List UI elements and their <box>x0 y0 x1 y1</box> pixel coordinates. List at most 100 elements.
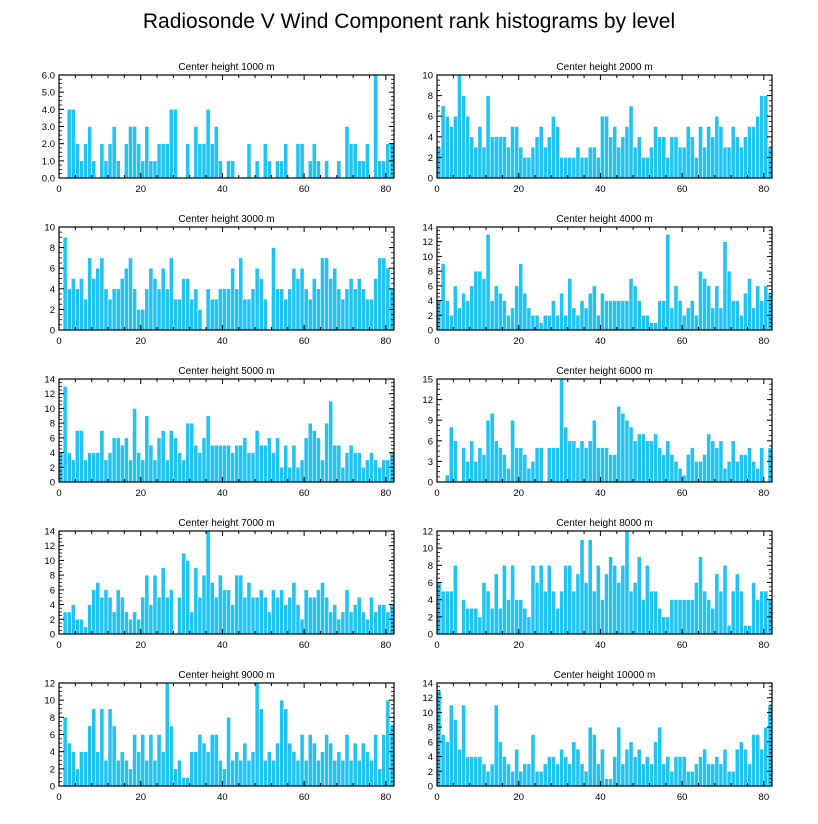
histogram-bar <box>461 704 466 787</box>
histogram-bar <box>706 285 711 331</box>
histogram-bar <box>620 763 626 787</box>
histogram-bar <box>498 608 503 635</box>
x-tick-label: 80 <box>381 640 392 651</box>
histogram-bar <box>230 452 235 483</box>
histogram-bar <box>111 437 117 483</box>
histogram-bar <box>156 596 162 635</box>
histogram-bar <box>312 143 317 179</box>
histogram-bar <box>140 160 146 179</box>
histogram-bar <box>95 582 101 635</box>
histogram-bar <box>477 270 483 331</box>
x-tick-label: 40 <box>595 488 606 499</box>
histogram-bar <box>453 440 458 483</box>
y-tick-label: 2 <box>428 612 433 623</box>
histogram-bar <box>250 288 256 331</box>
histogram-bar <box>616 582 622 635</box>
histogram-bar <box>547 565 552 635</box>
histogram-bar <box>177 596 182 635</box>
histogram-bar <box>596 447 601 483</box>
histogram-bar <box>669 307 675 331</box>
histogram-bar <box>75 619 80 635</box>
histogram-bar <box>287 467 293 483</box>
histogram-bar <box>600 447 605 483</box>
histogram-bar <box>307 160 313 179</box>
histogram-bar <box>361 742 366 787</box>
histogram-bar <box>377 160 382 179</box>
histogram-bar <box>698 461 703 483</box>
panel-8: Center height 8000 m 0 20 40 60 80 0 2 4 6 8 10 12 <box>422 518 773 651</box>
histogram-bar <box>156 734 162 787</box>
histogram-bar <box>144 415 150 483</box>
histogram-bar <box>312 742 317 787</box>
histogram-bar <box>377 768 382 787</box>
histogram-bar <box>538 447 544 483</box>
histogram-bar <box>677 599 683 635</box>
histogram-bar <box>356 760 362 787</box>
y-tick-label: 5.0 <box>42 88 55 99</box>
histogram-bar <box>698 270 703 331</box>
histogram-bar <box>449 126 454 179</box>
histogram-bar <box>164 143 170 179</box>
histogram-bar <box>518 599 524 635</box>
histogram-bar <box>702 146 707 179</box>
y-tick-label: 8 <box>428 723 433 734</box>
histogram-bar <box>465 756 470 787</box>
histogram-bar <box>201 574 207 635</box>
histogram-bar <box>160 567 166 635</box>
histogram-bar <box>583 771 589 787</box>
histogram-bar <box>751 582 756 635</box>
histogram-bar <box>440 590 446 635</box>
x-tick-label: 60 <box>299 336 310 347</box>
histogram-bar <box>348 760 354 787</box>
histogram-bar <box>714 115 720 179</box>
histogram-bar <box>600 292 605 331</box>
histogram-bar <box>477 126 483 179</box>
histogram-bar <box>230 760 235 787</box>
x-tick-label: 0 <box>434 336 439 347</box>
histogram-bar <box>518 447 524 483</box>
histogram-bar <box>510 565 515 635</box>
histogram-bar <box>612 756 618 787</box>
histogram-bar <box>591 285 597 331</box>
histogram-bar <box>336 619 342 635</box>
histogram-bar <box>665 440 671 483</box>
histogram-bar <box>124 437 129 483</box>
histogram-bar <box>283 604 289 635</box>
histogram-bar <box>66 452 72 483</box>
histogram-bar <box>316 437 321 483</box>
y-tick-label: 0 <box>428 782 433 793</box>
histogram-bar <box>242 437 248 483</box>
y-tick-label: 12 <box>44 679 55 690</box>
histogram-bar <box>120 444 125 483</box>
histogram-bar <box>641 157 646 179</box>
histogram-bar <box>316 288 321 331</box>
histogram-bar <box>312 430 317 483</box>
histogram-bar <box>473 756 479 787</box>
histogram-bar <box>510 771 515 787</box>
y-tick-label: 4 <box>428 752 433 763</box>
histogram-bar <box>677 146 683 179</box>
histogram-bar <box>514 447 519 483</box>
y-tick-label: 14 <box>422 223 433 234</box>
x-tick-label: 0 <box>434 488 439 499</box>
histogram-bar <box>136 309 141 331</box>
y-tick-label: 10 <box>422 252 433 263</box>
histogram-bar <box>71 604 76 635</box>
histogram-bar <box>575 146 581 179</box>
y-tick-label: 12 <box>44 389 55 400</box>
histogram-bar <box>444 300 450 331</box>
histogram-bar <box>681 315 687 331</box>
histogram-bar <box>596 157 601 179</box>
histogram-bar <box>485 95 491 179</box>
y-tick-label: 3.0 <box>42 122 55 133</box>
histogram-bar <box>506 763 511 787</box>
histogram-bar <box>361 467 366 483</box>
y-tick-label: 0 <box>428 478 433 489</box>
histogram-bar <box>604 778 609 787</box>
histogram-bar <box>79 430 84 483</box>
histogram-bar <box>563 756 568 787</box>
histogram-bar <box>559 157 564 179</box>
histogram-bar <box>563 315 568 331</box>
histogram-bar <box>604 573 609 635</box>
histogram-bar <box>250 596 256 635</box>
